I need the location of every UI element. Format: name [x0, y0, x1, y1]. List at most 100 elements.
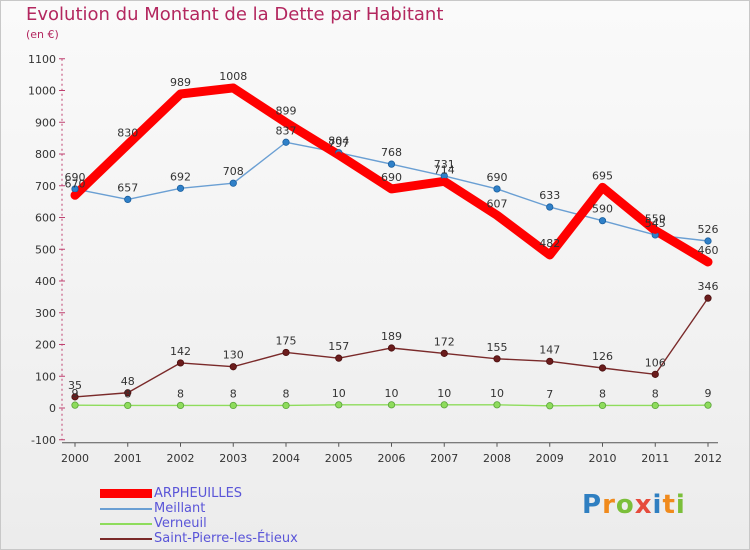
data-label: 346 [698, 280, 719, 293]
data-label: 692 [170, 170, 191, 183]
data-label: 545 [645, 217, 666, 230]
data-label: 10 [490, 387, 504, 400]
y-tick-label: 800 [35, 148, 56, 161]
y-tick-label: 200 [35, 339, 56, 352]
data-label: 837 [276, 124, 297, 137]
data-point [598, 401, 607, 410]
data-point [651, 227, 659, 234]
logo-letter: o [615, 490, 635, 520]
x-tick-label: 2011 [641, 452, 669, 465]
data-label: 189 [381, 330, 402, 343]
legend-item-meillant[interactable]: Meillant [100, 501, 298, 516]
data-point [493, 401, 501, 409]
y-tick-label: 700 [35, 180, 56, 193]
data-label: 989 [170, 76, 191, 89]
data-label: 526 [698, 223, 719, 236]
y-tick-label: -100 [31, 434, 56, 447]
data-label: 48 [121, 375, 135, 388]
data-point [229, 179, 237, 187]
data-label: 731 [434, 158, 455, 171]
data-point [493, 211, 501, 219]
data-label: 899 [276, 105, 297, 118]
data-point [124, 389, 132, 397]
data-point [546, 402, 554, 410]
logo-letter: t [662, 490, 676, 520]
data-label: 106 [645, 356, 666, 369]
data-label: 9 [705, 387, 712, 400]
data-label: 804 [328, 135, 349, 148]
data-label: 797 [328, 137, 349, 150]
x-tick-label: 2010 [589, 452, 617, 465]
data-label: 695 [592, 169, 613, 182]
data-label: 830 [117, 126, 138, 139]
data-point [546, 251, 554, 259]
legend-swatch [100, 537, 152, 540]
y-tick-label: 400 [35, 275, 56, 288]
data-point [71, 191, 79, 199]
data-label: 9 [72, 387, 79, 400]
data-label: 10 [332, 387, 346, 400]
x-tick-label: 2006 [378, 452, 406, 465]
data-point [71, 401, 79, 409]
data-label: 130 [223, 349, 244, 362]
x-tick-label: 2005 [325, 452, 353, 465]
data-label: 142 [170, 345, 191, 358]
data-label: 607 [487, 197, 508, 210]
x-tick-label: 2008 [483, 452, 511, 465]
data-point [282, 348, 290, 357]
legend-swatch [100, 507, 152, 510]
data-label: 126 [592, 350, 613, 363]
data-label: 175 [276, 334, 297, 347]
data-label: 8 [652, 387, 659, 400]
data-point [176, 401, 185, 410]
data-point [598, 364, 607, 372]
data-label: 460 [698, 244, 719, 257]
data-point [387, 160, 396, 168]
data-label: 7 [546, 388, 553, 401]
data-point [71, 393, 79, 401]
data-point [124, 401, 132, 410]
data-point [704, 294, 712, 302]
data-label: 8 [283, 387, 290, 400]
data-point [440, 177, 448, 185]
logo-letter: i [652, 490, 663, 520]
legend-swatch [100, 522, 152, 525]
x-tick-label: 2007 [430, 452, 458, 465]
x-tick-label: 2002 [167, 452, 195, 465]
data-point [493, 185, 501, 193]
data-point [440, 401, 448, 409]
data-point [229, 363, 237, 371]
data-label: 8 [124, 387, 131, 400]
data-label: 10 [385, 387, 399, 400]
data-point [440, 349, 448, 357]
data-label: 714 [434, 163, 455, 176]
data-label: 35 [68, 379, 82, 392]
data-label: 8 [177, 387, 184, 400]
y-tick-label: 300 [35, 307, 56, 320]
legend-label: Verneuil [154, 516, 207, 531]
data-label: 690 [381, 171, 402, 184]
legend-label: ARPHEUILLES [154, 486, 243, 501]
series-points [71, 84, 712, 410]
legend-item-saint-pierre[interactable]: Saint-Pierre-les-Étieux [100, 531, 298, 546]
data-point [229, 401, 237, 410]
data-point [177, 90, 184, 98]
y-tick-label: 900 [35, 116, 56, 129]
legend-swatch [100, 489, 152, 498]
data-label: 147 [539, 343, 560, 356]
x-tick-label: 2003 [219, 452, 247, 465]
data-point [546, 357, 554, 365]
data-label: 708 [223, 165, 244, 178]
data-point [704, 401, 712, 409]
legend-item-verneuil[interactable]: Verneuil [100, 516, 298, 531]
data-label: 768 [381, 146, 402, 159]
legend-item-arpheuilles[interactable]: ARPHEUILLES [100, 486, 298, 501]
legend-label: Meillant [154, 501, 206, 516]
y-tick-label: 500 [35, 243, 56, 256]
data-label: 10 [437, 387, 451, 400]
data-point [282, 119, 290, 126]
legend: ARPHEUILLES Meillant Verneuil Saint-Pier… [100, 486, 298, 546]
data-label: 155 [487, 341, 508, 354]
x-tick-label: 2012 [694, 452, 722, 465]
